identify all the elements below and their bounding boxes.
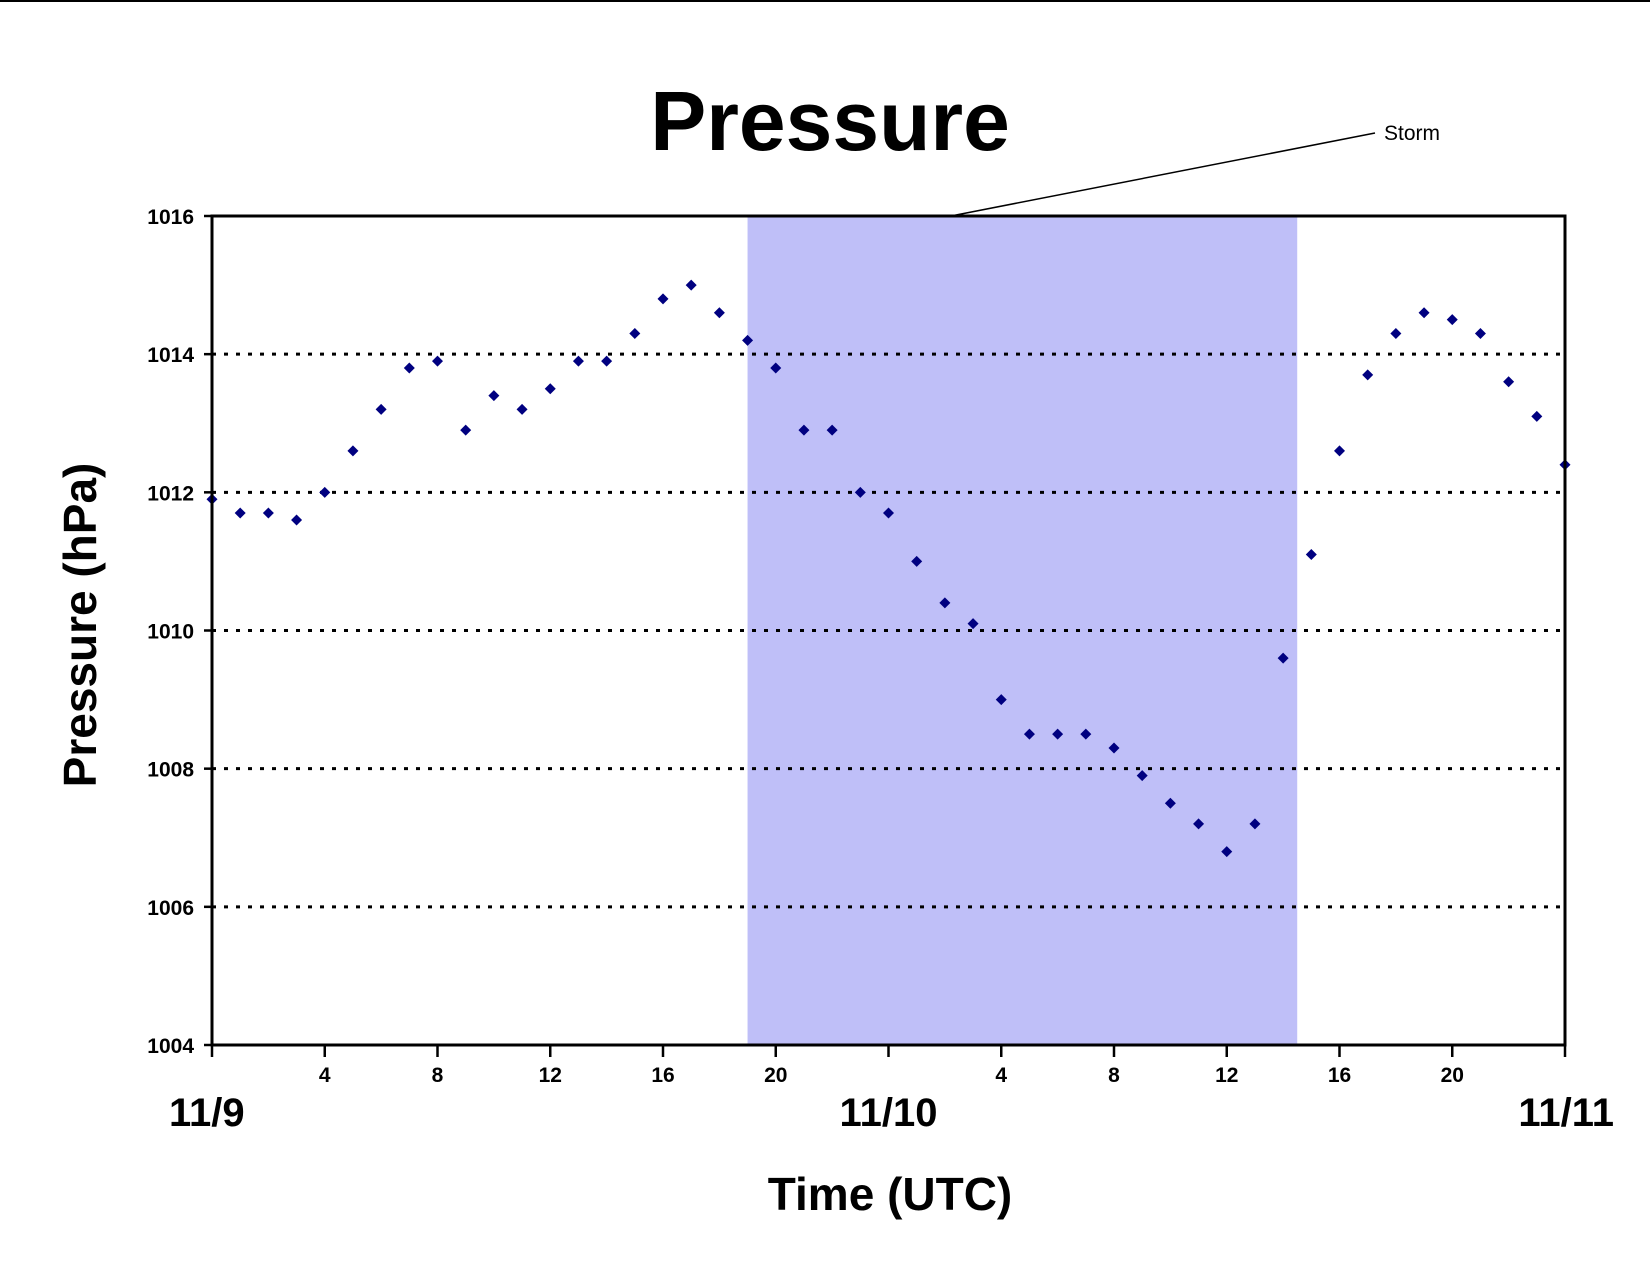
pressure-data-point bbox=[1193, 818, 1205, 830]
pressure-data-point bbox=[826, 424, 838, 436]
pressure-data-point bbox=[601, 355, 613, 367]
pressure-data-point bbox=[375, 403, 387, 415]
pressure-data-point bbox=[1474, 327, 1486, 339]
pressure-data-point bbox=[1531, 410, 1543, 422]
pressure-data-point bbox=[967, 618, 979, 630]
date-label: 11/10 bbox=[840, 1091, 938, 1135]
date-label: 11/11 bbox=[1518, 1091, 1614, 1135]
y-tick-label: 1006 bbox=[147, 897, 194, 920]
top-border-line bbox=[0, 0, 1650, 2]
pressure-data-point bbox=[544, 383, 556, 395]
x-tick-label: 4 bbox=[995, 1064, 1007, 1087]
x-tick-label: 20 bbox=[764, 1064, 787, 1087]
storm-annotation-leader-line bbox=[950, 132, 1376, 217]
pressure-data-point bbox=[488, 390, 500, 402]
pressure-data-point bbox=[713, 307, 725, 319]
pressure-data-point bbox=[1446, 314, 1458, 326]
x-tick-label: 16 bbox=[651, 1064, 674, 1087]
pressure-data-point bbox=[657, 293, 669, 305]
y-tick-label: 1014 bbox=[147, 344, 194, 367]
y-tick-label: 1016 bbox=[147, 206, 194, 229]
pressure-data-point bbox=[1080, 728, 1092, 740]
x-axis-title: Time (UTC) bbox=[768, 1168, 1013, 1220]
pressure-data-point bbox=[1277, 652, 1289, 664]
pressure-data-point bbox=[1108, 742, 1120, 754]
pressure-data-point bbox=[291, 514, 303, 526]
pressure-data-point bbox=[1221, 846, 1233, 858]
pressure-data-point bbox=[403, 362, 415, 374]
x-tick-label: 16 bbox=[1328, 1064, 1351, 1087]
pressure-data-point bbox=[883, 507, 894, 519]
x-tick-label: 8 bbox=[1108, 1064, 1120, 1087]
pressure-data-point bbox=[1362, 369, 1374, 381]
pressure-data-point bbox=[1334, 445, 1345, 457]
pressure-data-point bbox=[262, 507, 274, 519]
pressure-data-point bbox=[432, 355, 443, 367]
pressure-data-point bbox=[1249, 818, 1261, 830]
pressure-data-point bbox=[629, 327, 641, 339]
pressure-data-point bbox=[939, 597, 951, 609]
x-tick-label: 4 bbox=[319, 1064, 331, 1087]
pressure-data-point bbox=[995, 694, 1007, 706]
y-tick-label: 1004 bbox=[147, 1035, 194, 1058]
chart-title: Pressure bbox=[650, 74, 1010, 168]
y-tick-label: 1010 bbox=[147, 621, 194, 644]
y-tick-label: 1008 bbox=[147, 759, 194, 782]
pressure-data-point bbox=[911, 555, 923, 567]
x-tick-label: 12 bbox=[539, 1064, 562, 1087]
pressure-data-point bbox=[572, 355, 584, 367]
y-axis-title: Pressure (hPa) bbox=[54, 463, 106, 788]
pressure-data-point bbox=[516, 403, 528, 415]
pressure-data-point bbox=[1305, 549, 1317, 561]
y-tick-label: 1012 bbox=[147, 482, 194, 505]
pressure-data-point bbox=[742, 334, 754, 346]
pressure-data-point bbox=[685, 279, 697, 291]
pressure-data-point bbox=[798, 424, 810, 436]
pressure-data-point bbox=[319, 486, 331, 498]
pressure-data-point bbox=[1390, 327, 1402, 339]
storm-annotation-label: Storm bbox=[1384, 122, 1440, 145]
storm-shaded-region bbox=[747, 216, 1298, 1045]
date-label: 11/9 bbox=[169, 1091, 245, 1135]
pressure-data-point bbox=[1052, 728, 1064, 740]
pressure-data-point bbox=[347, 445, 359, 457]
pressure-data-point bbox=[1136, 770, 1148, 782]
pressure-data-point bbox=[1503, 376, 1515, 388]
pressure-data-point bbox=[854, 486, 866, 498]
pressure-data-point bbox=[1418, 307, 1430, 319]
pressure-data-point bbox=[770, 362, 782, 374]
pressure-data-point bbox=[460, 424, 472, 436]
x-tick-label: 12 bbox=[1215, 1064, 1238, 1087]
x-tick-label: 20 bbox=[1441, 1064, 1464, 1087]
pressure-data-point bbox=[234, 507, 246, 519]
x-tick-label: 8 bbox=[432, 1064, 444, 1087]
pressure-data-point bbox=[1023, 728, 1035, 740]
pressure-data-point bbox=[1164, 797, 1176, 809]
